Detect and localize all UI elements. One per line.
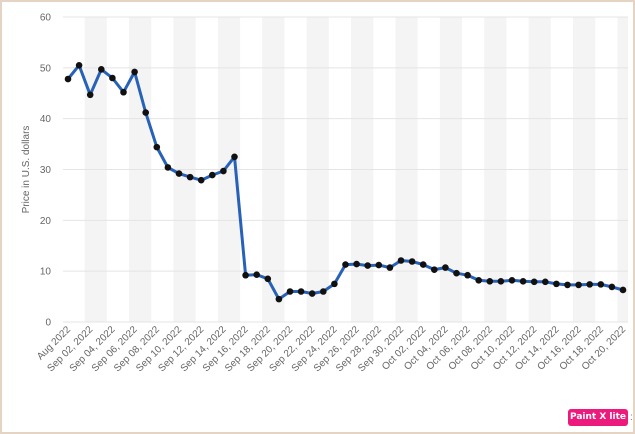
data-point: [64, 75, 72, 83]
data-point: [530, 278, 538, 286]
data-point: [75, 61, 83, 69]
data-point: [220, 167, 227, 175]
data-point: [120, 88, 127, 96]
data-point: [353, 260, 360, 268]
y-tick-label: 0: [45, 318, 51, 329]
data-point: [308, 290, 316, 297]
data-point: [575, 281, 582, 289]
y-tick-label: 30: [40, 165, 52, 176]
data-point: [175, 170, 183, 177]
data-point: [109, 74, 116, 82]
data-point: [264, 275, 272, 283]
data-point: [553, 280, 560, 288]
data-point: [419, 261, 427, 268]
data-point: [342, 261, 349, 268]
data-point: [397, 257, 405, 264]
data-point: [508, 277, 516, 284]
data-point: [186, 173, 194, 181]
data-point: [431, 266, 438, 273]
data-point: [286, 288, 294, 295]
y-axis-title: Price in U.S. dollars: [21, 126, 32, 214]
data-point: [497, 278, 505, 285]
data-point: [453, 269, 460, 277]
paint-x-lite-watermark: Paint X lite: [568, 409, 628, 426]
y-tick-label: 40: [40, 114, 52, 125]
data-point: [142, 109, 149, 116]
data-point: [464, 271, 471, 279]
data-point: [364, 262, 372, 269]
y-tick-label: 50: [40, 63, 52, 74]
data-point: [375, 261, 383, 269]
data-point: [475, 277, 483, 284]
data-point: [597, 281, 605, 288]
data-point: [297, 288, 305, 295]
data-point: [131, 68, 138, 76]
data-point: [408, 258, 416, 265]
data-point: [608, 283, 616, 291]
data-point: [386, 264, 394, 271]
data-point: [486, 278, 494, 285]
data-point: [586, 281, 593, 288]
data-point: [209, 171, 216, 179]
data-point: [320, 288, 327, 295]
data-point: [542, 278, 549, 286]
data-point: [519, 278, 527, 285]
watermark-trailing-mark: :: [630, 412, 633, 423]
data-point: [197, 176, 205, 184]
data-point: [164, 164, 172, 171]
data-point: [231, 153, 238, 161]
y-tick-label: 20: [40, 216, 52, 227]
data-point: [331, 280, 338, 288]
data-point: [619, 286, 627, 294]
data-point: [442, 264, 449, 271]
data-point: [564, 281, 571, 289]
data-point: [98, 66, 105, 73]
y-tick-label: 10: [40, 267, 52, 278]
data-point: [242, 271, 249, 279]
data-point: [153, 143, 161, 151]
data-point: [86, 91, 94, 99]
data-point: [253, 271, 260, 279]
data-point: [275, 295, 283, 303]
y-tick-label: 60: [40, 13, 52, 24]
